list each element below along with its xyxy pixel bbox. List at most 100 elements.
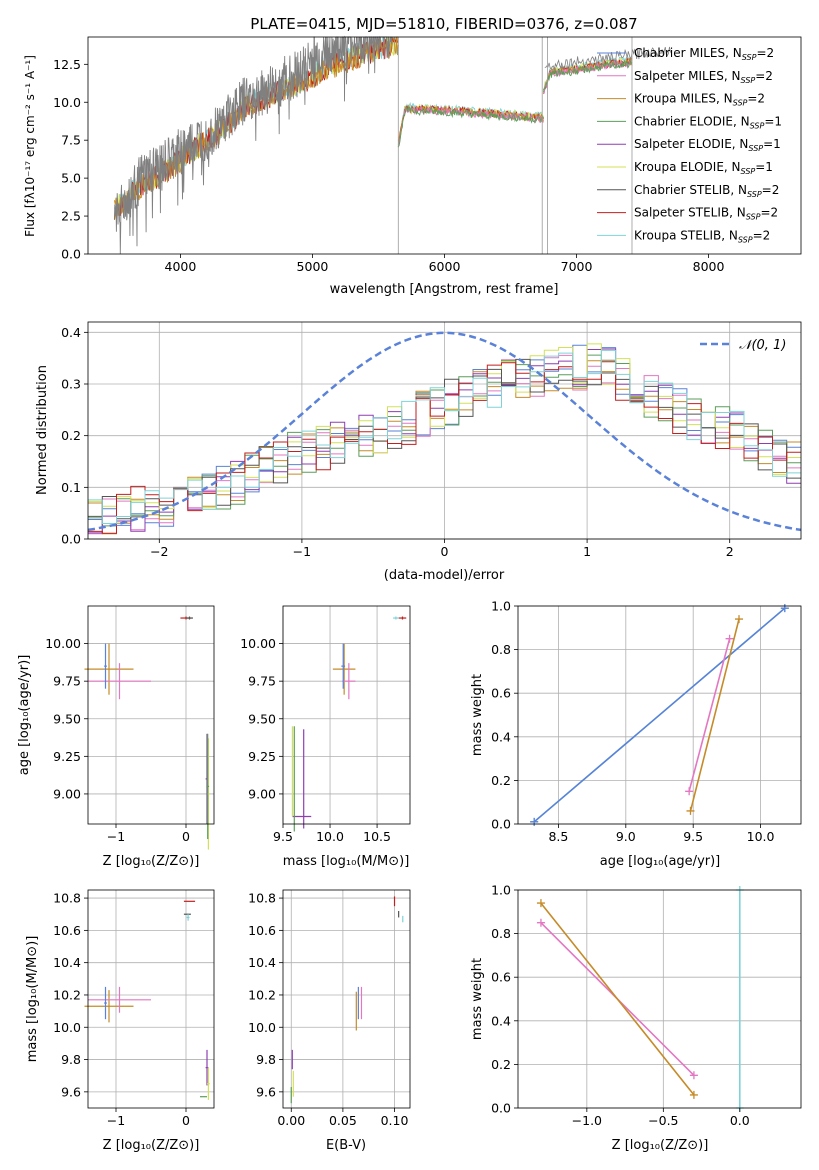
residual-histogram-line (88, 343, 801, 510)
weight-marker (735, 615, 744, 624)
y-tick-label: 2.5 (61, 209, 81, 224)
age-z-ylabel: age [log₁₀(age/yr)] (17, 655, 32, 776)
y-tick-label: 9.25 (248, 749, 276, 764)
mass-z-ylabel: mass [log₁₀(M/M⊙)] (25, 936, 40, 1063)
weight-marker (780, 604, 789, 613)
y-tick-label: 10.4 (53, 955, 81, 970)
y-tick-label: 0.8 (491, 926, 511, 941)
x-tick-label: 4000 (165, 259, 197, 274)
x-tick-label: −1.0 (572, 1113, 602, 1128)
y-tick-label: 10.0 (248, 1020, 276, 1035)
y-tick-label: 0.0 (491, 1101, 511, 1116)
y-tick-label: 10.6 (53, 923, 81, 938)
x-tick-label: 9.5 (683, 829, 703, 844)
y-tick-label: 0.0 (491, 817, 511, 832)
x-tick-label: 10.0 (747, 829, 775, 844)
x-tick-label: 0.05 (329, 1113, 357, 1128)
weight-age-ylabel: mass weight (470, 674, 485, 756)
age-z-axes-frame (87, 605, 215, 825)
x-tick-label: −1 (107, 829, 125, 844)
weight-marker (530, 817, 539, 826)
spectrum-xlabel: wavelength [Angstrom, rest frame] (330, 282, 559, 297)
weight-age-ticks: 8.5 9.0 9.5 10.0 0.0 0.2 0.4 0.6 0.8 1.0 (491, 599, 774, 845)
x-tick-label: 1 (583, 544, 591, 559)
y-tick-label: 7.5 (61, 133, 81, 148)
mass-ebv-ticks: 0.00 0.05 0.10 9.6 9.8 10.0 10.2 10.4 10.6 10.8 (248, 891, 408, 1128)
x-tick-label: −2 (150, 544, 168, 559)
x-tick-label: 0 (441, 544, 449, 559)
x-tick-label: 8000 (693, 259, 725, 274)
spectrum-title: PLATE=0415, MJD=51810, FIBERID=0376, z=0… (250, 15, 637, 33)
weight-marker (689, 1071, 698, 1080)
y-tick-label: 10.2 (248, 987, 276, 1002)
weight-z-axes-frame (517, 889, 802, 1109)
y-tick-label: 0.2 (61, 428, 81, 443)
x-tick-label: 0.00 (277, 1113, 305, 1128)
y-tick-label: 1.0 (491, 883, 511, 898)
x-tick-label: 9.0 (616, 829, 636, 844)
y-tick-label: 10.4 (248, 955, 276, 970)
y-tick-label: 9.00 (53, 786, 81, 801)
age-mass-panel: 9.5 10.0 10.5 9.00 9.25 9.50 9.75 10.00 mass [l… (240, 605, 411, 869)
y-tick-label: 9.75 (53, 674, 81, 689)
residual-legend: 𝒩(0, 1) (700, 338, 786, 353)
spectrum-panel: PLATE=0415, MJD=51810, FIBERID=0376, z=0… (23, 15, 802, 297)
weight-z-xlabel: Z [log₁₀(Z/Z⊙)] (612, 1138, 709, 1153)
residual-histogram-line (88, 349, 801, 524)
y-tick-label: 0.6 (491, 970, 511, 985)
mass-ebv-xlabel: E(B-V) (326, 1138, 366, 1153)
spectrum-legend: Chabrier MILES, NSSP=2 Salpeter MILES, NS… (597, 46, 782, 244)
y-tick-label: 10.2 (53, 987, 81, 1002)
y-tick-label: 9.8 (256, 1052, 276, 1067)
weight-age-xlabel: age [log₁₀(age/yr)] (600, 854, 721, 869)
weight-age-data (530, 604, 789, 826)
residual-data (87, 331, 802, 535)
y-tick-label: 9.50 (248, 711, 276, 726)
age-z-ticks: −1 0 9.00 9.25 9.50 9.75 10.00 (45, 636, 190, 844)
age-mass-axes-frame (282, 605, 411, 825)
mass-z-grid (88, 890, 214, 1108)
x-tick-label: −0.5 (648, 1113, 678, 1128)
residual-panel: −2 −1 0 1 2 0.0 0.1 0.2 0.3 0.4 (data-model)/erro… (35, 321, 802, 583)
y-tick-label: 9.75 (248, 674, 276, 689)
x-tick-label: 0 (182, 829, 190, 844)
y-tick-label: 0.6 (491, 686, 511, 701)
y-tick-label: 9.25 (53, 749, 81, 764)
legend-entry: Chabrier MILES, NSSP=2 (634, 46, 774, 62)
y-tick-label: 0.4 (491, 1013, 511, 1028)
y-tick-label: 5.0 (61, 171, 81, 186)
weight-line (689, 618, 740, 812)
mass-z-xlabel: Z [log₁₀(Z/Z⊙)] (103, 1138, 200, 1153)
y-tick-label: 9.8 (61, 1052, 81, 1067)
residual-xlabel: (data-model)/error (384, 568, 505, 583)
y-tick-label: 0.1 (61, 480, 81, 495)
y-tick-label: 9.00 (248, 786, 276, 801)
observed-spectrum-line (113, 35, 393, 255)
x-tick-label: 0 (182, 1113, 190, 1128)
y-tick-label: 0.0 (61, 247, 81, 262)
y-tick-label: 10.8 (248, 891, 276, 906)
age-z-grid (88, 606, 214, 824)
weight-marker (536, 918, 545, 927)
x-tick-label: 0.0 (730, 1113, 750, 1128)
weight-marker (536, 899, 545, 908)
x-tick-label: 8.5 (548, 829, 568, 844)
legend-entry: Kroupa ELODIE, NSSP=1 (634, 160, 773, 176)
y-tick-label: 9.6 (61, 1084, 81, 1099)
weight-marker (725, 634, 734, 643)
legend-entry: Chabrier STELIB, NSSP=2 (634, 183, 779, 199)
model-spectrum-line (397, 105, 544, 148)
x-tick-label: 10.0 (316, 829, 344, 844)
weight-z-ylabel: mass weight (470, 958, 485, 1040)
observed-spectrum-red-line (544, 46, 672, 71)
weight-marker (686, 806, 695, 815)
y-tick-label: 0.4 (491, 729, 511, 744)
weight-z-ticks: −1.0 −0.5 0.0 0.0 0.2 0.4 0.6 0.8 1.0 (491, 883, 750, 1129)
weight-line (533, 607, 786, 823)
y-tick-label: 10.0 (53, 95, 81, 110)
age-z-panel: −1 0 9.00 9.25 9.50 9.75 10.00 Z [log₁₀(Z/Z⊙)]… (17, 605, 215, 869)
weight-age-axes-frame (517, 605, 802, 825)
gaussian-legend-label: 𝒩(0, 1) (739, 338, 786, 353)
mass-ebv-grid (283, 890, 410, 1108)
